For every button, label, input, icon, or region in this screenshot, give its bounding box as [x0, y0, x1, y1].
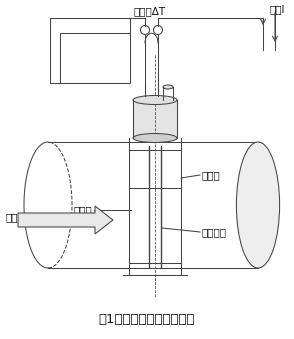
Ellipse shape	[236, 142, 280, 268]
Text: 金属細管: 金属細管	[202, 227, 227, 237]
Text: ステー: ステー	[202, 170, 221, 180]
Bar	[60, 33, 130, 83]
Text: 流速U: 流速U	[5, 212, 25, 222]
Text: 温度差ΔT: 温度差ΔT	[134, 6, 166, 16]
Text: 図1　熱式流量計の原理図: 図1 熱式流量計の原理図	[99, 313, 195, 326]
Bar	[133, 100, 177, 138]
Polygon shape	[18, 206, 113, 234]
Text: 熱電対: 熱電対	[73, 205, 92, 215]
Ellipse shape	[163, 85, 173, 89]
Ellipse shape	[133, 134, 177, 142]
Ellipse shape	[133, 96, 177, 104]
Text: 電流I: 電流I	[270, 4, 285, 14]
